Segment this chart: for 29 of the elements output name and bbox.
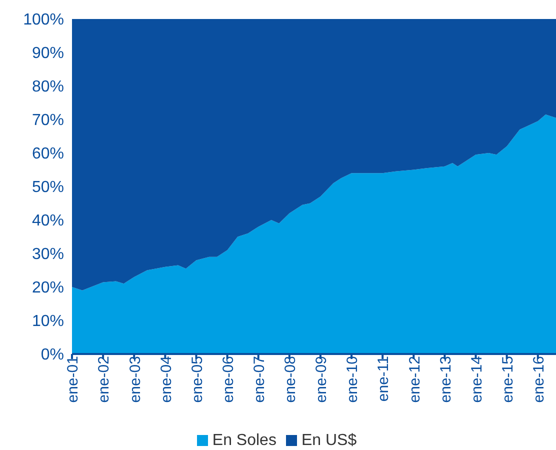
x-tick-label: ene-05 xyxy=(188,356,206,403)
x-tick-label: ene-11 xyxy=(375,356,392,402)
x-tick-label: ene-15 xyxy=(499,356,516,403)
y-tick-label: 40% xyxy=(32,212,64,230)
x-tick-label: ene-10 xyxy=(344,356,362,403)
x-tick-label: ene-13 xyxy=(437,356,454,403)
x-tick-label: ene-16 xyxy=(530,356,548,403)
y-tick-label: 0% xyxy=(40,346,64,364)
legend-label: En Soles xyxy=(212,432,276,449)
x-tick-label: ene-02 xyxy=(96,356,113,403)
x-tick-label: ene-09 xyxy=(313,356,330,403)
y-tick-label: 80% xyxy=(32,78,64,96)
y-tick-label: 30% xyxy=(32,246,64,264)
y-tick-label: 100% xyxy=(23,12,64,29)
x-tick-label: ene-08 xyxy=(282,356,300,403)
x-tick-label: ene-04 xyxy=(158,356,175,403)
y-tick-label: 60% xyxy=(32,146,64,163)
x-tick-label: ene-01 xyxy=(64,356,82,403)
x-tick-label: ene-14 xyxy=(468,356,486,403)
y-tick-label: 20% xyxy=(32,280,64,297)
x-tick-label: ene-07 xyxy=(251,356,268,403)
x-tick-label: ene-06 xyxy=(220,356,237,403)
y-tick-label: 50% xyxy=(32,179,64,196)
legend-label: En US$ xyxy=(301,432,357,449)
y-tick-label: 10% xyxy=(32,313,64,330)
y-tick-label: 90% xyxy=(32,45,64,62)
x-tick-label: ene-03 xyxy=(126,356,144,403)
x-tick-label: ene-12 xyxy=(406,356,424,403)
y-tick-label: 70% xyxy=(32,112,64,130)
